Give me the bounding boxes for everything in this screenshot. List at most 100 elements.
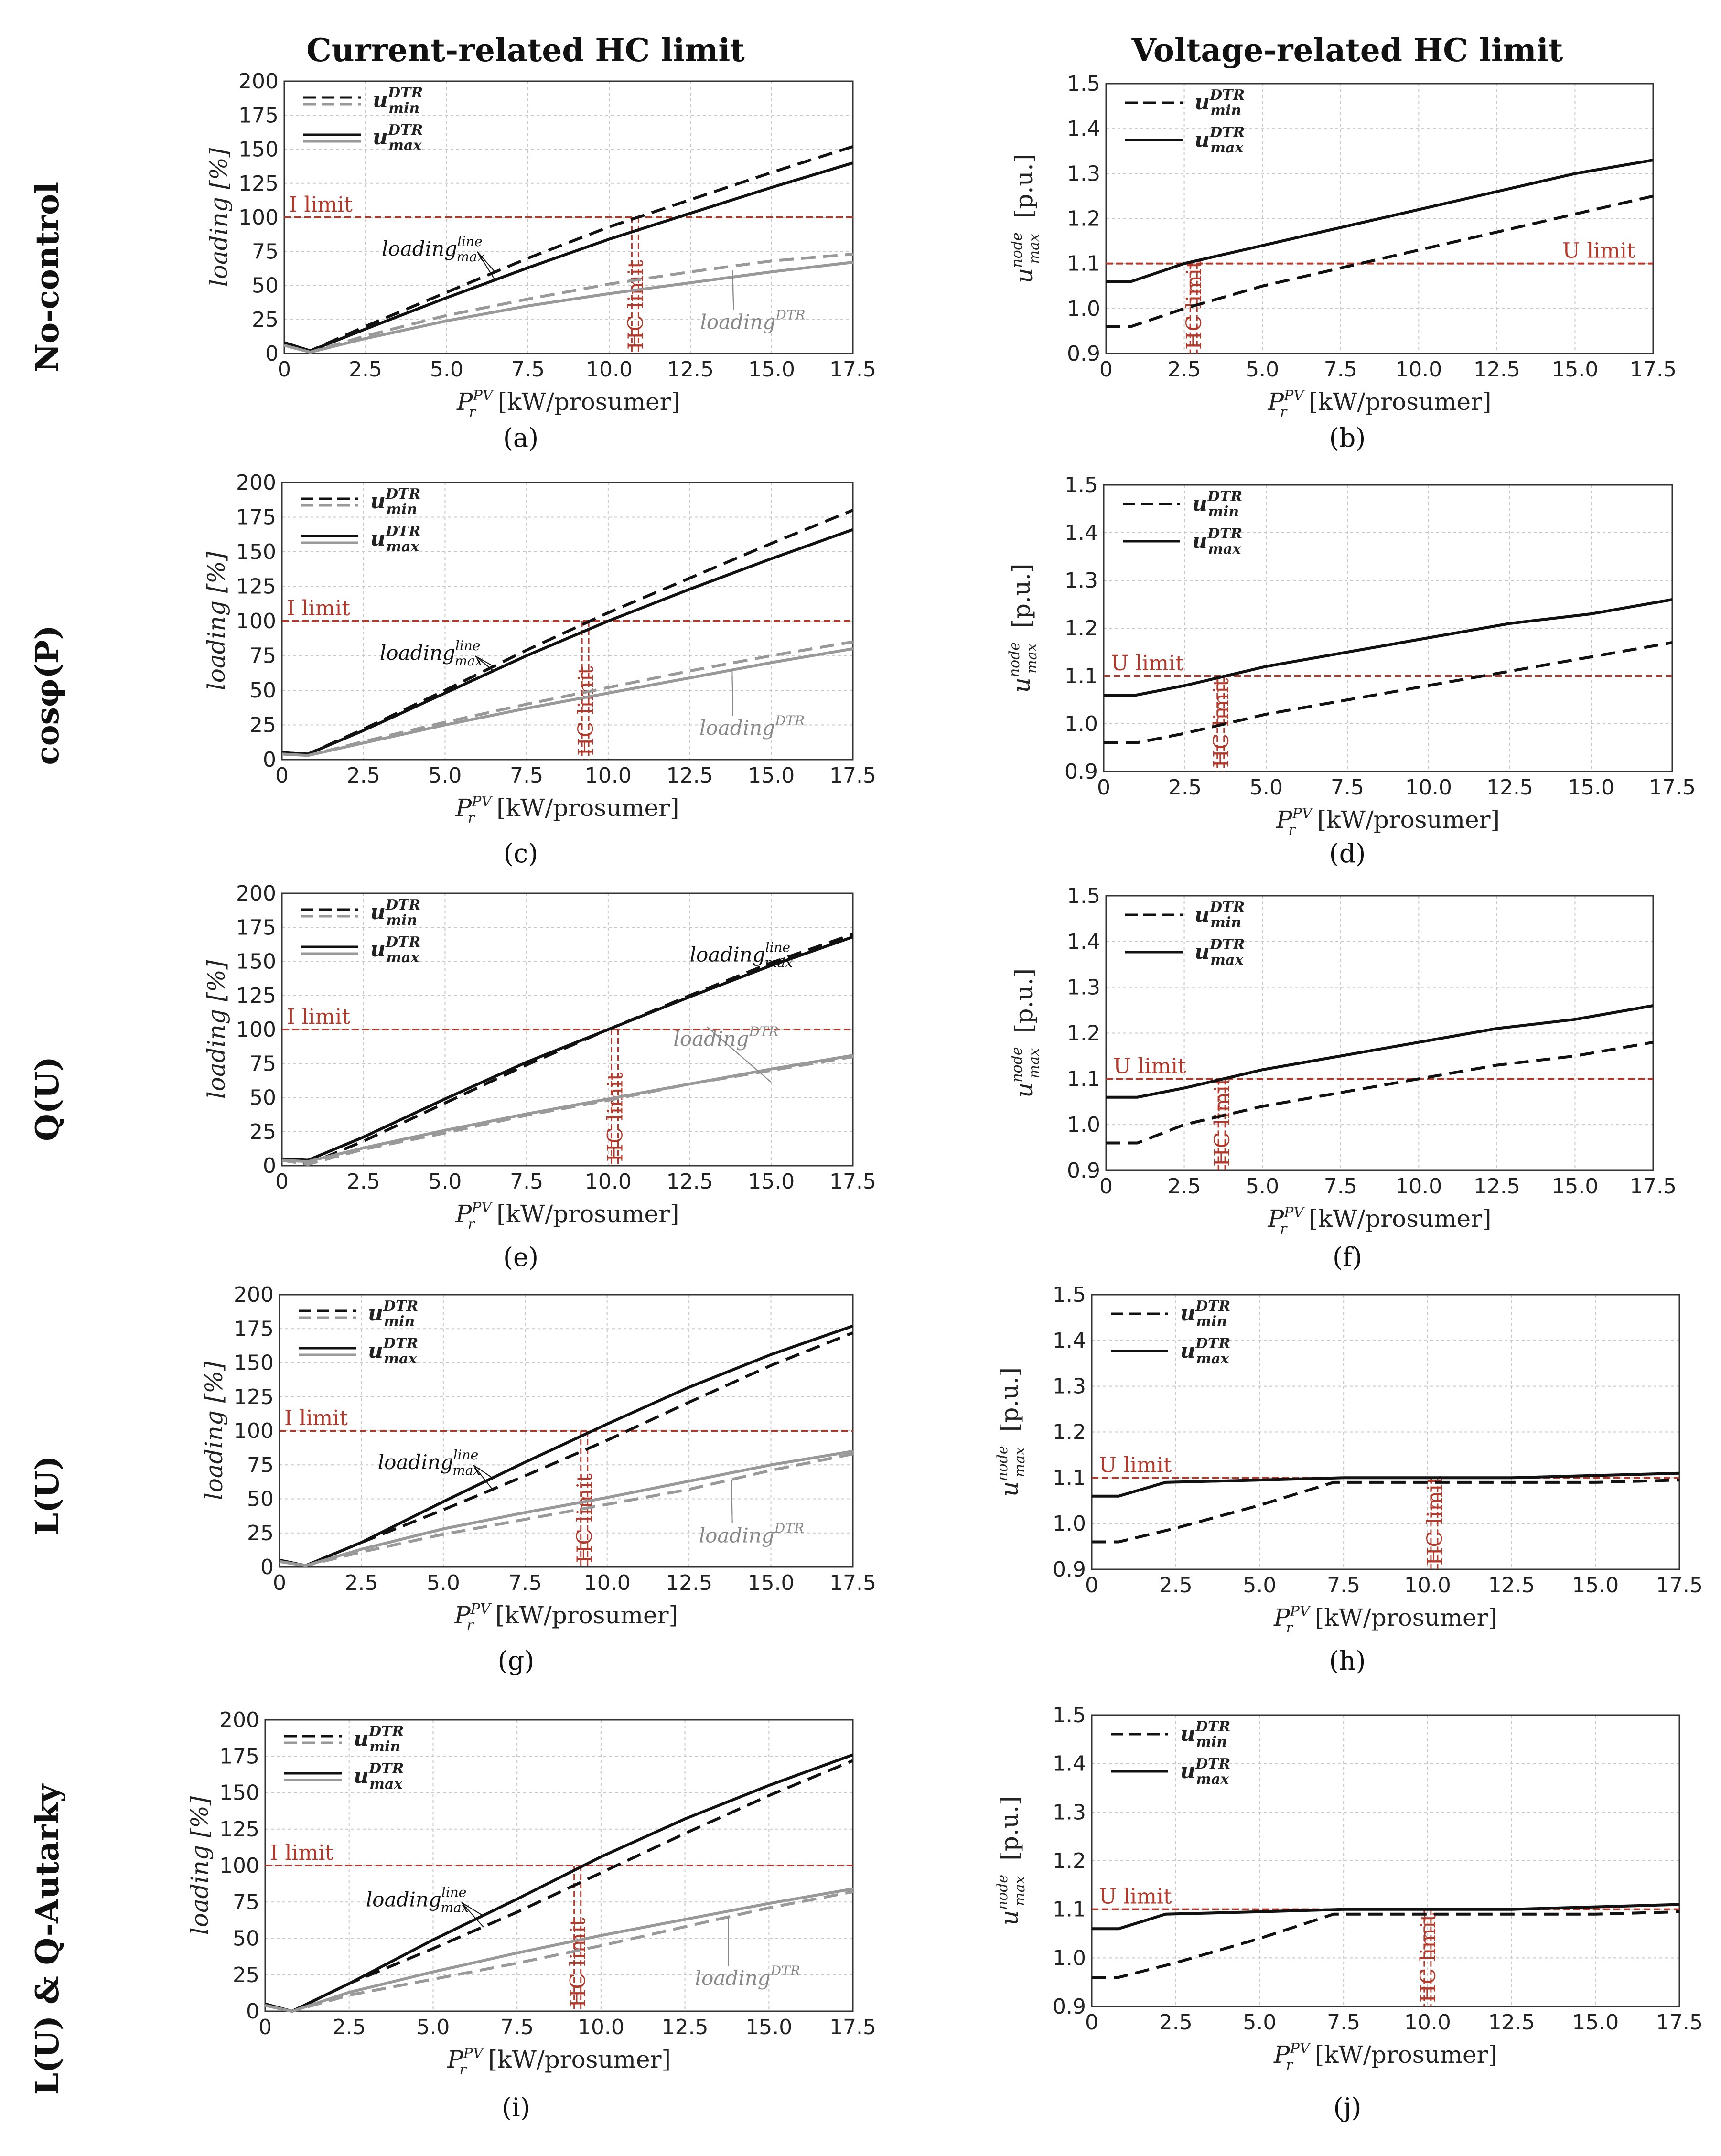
legend-entry: uDTR min (368, 1298, 418, 1330)
y-tick-label: 75 (247, 1453, 274, 1477)
x-tick-label: 10.0 (1395, 357, 1442, 382)
y-axis-label: unodemax [p.u.] (1009, 154, 1043, 283)
y-tick-label: 1.3 (1067, 976, 1100, 1000)
x-tick-label: 10.0 (1395, 1174, 1442, 1199)
y-tick-label: 50 (247, 1487, 274, 1512)
annotation-loading-line: loadingline max (380, 638, 483, 669)
x-tick-label: 7.5 (510, 763, 543, 788)
y-tick-label: 1.5 (1067, 884, 1100, 908)
y-tick-label: 100 (234, 1419, 274, 1443)
x-tick-label: 10.0 (1405, 775, 1452, 800)
annotation-arrow (731, 1488, 733, 1523)
annotation-arrow (706, 1026, 772, 1083)
series-line (1104, 641, 1673, 744)
plot-frame (1105, 895, 1654, 1171)
y-tick-label: 200 (236, 471, 276, 495)
limit-label: I limit (284, 1406, 348, 1430)
annotation-loading-line: loadingline max (382, 234, 485, 265)
limit-label: I limit (289, 193, 353, 217)
annotation-loading-dtr: loadingDTR (673, 1024, 778, 1051)
y-tick-label: 75 (252, 239, 279, 264)
annotation-arrow (731, 669, 734, 716)
x-tick-label: 10.0 (584, 1571, 631, 1595)
hc-limit-label: HC limit (574, 666, 598, 756)
y-tick-label: 100 (236, 609, 276, 633)
plot-frame (1091, 1714, 1680, 2007)
series-line (1106, 194, 1654, 328)
series-line (265, 1753, 854, 2013)
x-axis-label: PPV r [kW/prosumer] (456, 387, 680, 420)
x-tick-label: 2.5 (1159, 1573, 1193, 1598)
y-tick-label: 100 (219, 1854, 259, 1878)
y-tick-label: 1.4 (1053, 1752, 1086, 1776)
legend-entry: uDTR min (1192, 488, 1242, 520)
y-tick-label: 0.9 (1067, 342, 1100, 366)
x-tick-label: 17.5 (829, 2015, 876, 2039)
legend-entry: uDTR max (370, 934, 420, 966)
y-axis-label: loading [%] (200, 1361, 228, 1500)
x-tick-label: 10.0 (578, 2015, 624, 2039)
x-tick-label: 10.0 (1404, 2010, 1451, 2035)
y-tick-label: 1.5 (1053, 1283, 1086, 1307)
legend-entry: uDTR max (1180, 1756, 1230, 1788)
x-tick-label: 7.5 (511, 357, 545, 382)
x-tick-label: 15.0 (1568, 775, 1614, 800)
chart-caption: (c) (504, 838, 538, 869)
y-tick-label: 25 (249, 713, 276, 738)
x-axis-label: PPV r [kW/prosumer] (1273, 1603, 1497, 1636)
y-tick-label: 1.4 (1067, 930, 1100, 954)
y-tick-label: 175 (234, 1317, 274, 1341)
y-tick-label: 100 (236, 1018, 276, 1042)
plot-frame (1091, 1294, 1680, 1570)
y-tick-label: 150 (236, 540, 276, 564)
x-tick-label: 0 (258, 2015, 272, 2039)
y-tick-label: 150 (236, 950, 276, 974)
x-tick-label: 2.5 (333, 2015, 366, 2039)
annotation-arrow (477, 251, 496, 281)
x-tick-label: 7.5 (1327, 1573, 1360, 1598)
y-tick-label: 100 (238, 205, 279, 230)
series-line (1106, 1004, 1654, 1099)
x-tick-label: 12.5 (662, 2015, 709, 2039)
series-line (279, 1324, 853, 1567)
y-tick-label: 25 (247, 1521, 274, 1545)
chart-caption: (g) (498, 1646, 535, 1676)
legend-entry: uDTR max (1180, 1335, 1230, 1367)
x-tick-label: 0 (275, 763, 289, 788)
x-tick-label: 12.5 (667, 763, 713, 788)
chart-panel-c: 0 2.5 5.0 7.5 10.0 12.5 15.0 17.5 0 25 50 75 100 125 1… (203, 471, 876, 869)
annotation-loading-line: loadingline max (378, 1447, 481, 1478)
plot-frame (1105, 83, 1654, 354)
x-tick-label: 7.5 (508, 1571, 542, 1595)
legend-entry: uDTR min (370, 486, 420, 518)
legend-entry: uDTR max (370, 523, 420, 555)
annotation-loading-dtr: loadingDTR (699, 1521, 804, 1547)
chart-caption: (e) (503, 1242, 538, 1272)
x-tick-label: 12.5 (1474, 1174, 1520, 1199)
x-axis-label: PPV r [kW/prosumer] (447, 2045, 671, 2078)
y-tick-label: 0 (263, 748, 276, 772)
limit-label: I limit (287, 596, 350, 621)
x-axis-label: PPV r [kW/prosumer] (455, 794, 679, 826)
y-tick-label: 1.3 (1053, 1800, 1086, 1824)
hc-limit-label: HC limit (566, 1918, 591, 2007)
y-axis-label: loading [%] (186, 1796, 214, 1935)
y-tick-label: 50 (249, 1086, 276, 1110)
annotation-arrow (473, 1464, 493, 1479)
x-tick-label: 0 (273, 1571, 286, 1595)
y-tick-label: 175 (236, 915, 276, 940)
y-tick-label: 50 (233, 1927, 259, 1951)
x-tick-label: 7.5 (1327, 2010, 1360, 2035)
y-tick-label: 75 (249, 644, 276, 668)
legend-entry: uDTR max (1194, 936, 1245, 968)
y-tick-label: 175 (236, 505, 276, 530)
hc-limit-label: HC limit (624, 260, 648, 350)
y-axis-label: loading [%] (203, 551, 230, 690)
x-tick-label: 2.5 (344, 1571, 378, 1595)
x-tick-label: 10.0 (585, 1169, 632, 1194)
y-tick-label: 1.1 (1067, 1067, 1100, 1091)
x-tick-label: 15.0 (748, 357, 795, 382)
x-axis-label: PPV r [kW/prosumer] (1267, 1204, 1491, 1237)
x-tick-label: 5.0 (1249, 775, 1283, 800)
x-tick-label: 2.5 (347, 763, 380, 788)
